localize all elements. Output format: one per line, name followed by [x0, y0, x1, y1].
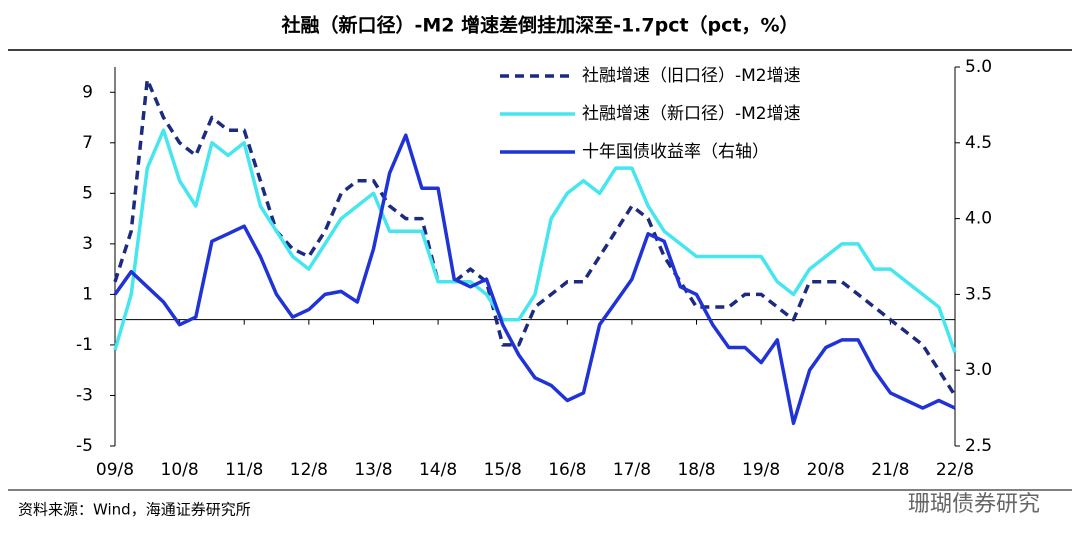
series-line	[113, 77, 957, 397]
y-tick-label: -3	[76, 385, 93, 405]
x-tick-label: 17/8	[613, 460, 651, 480]
y2-tick-label: 5.0	[965, 57, 992, 77]
x-tick-label: 21/8	[871, 460, 909, 480]
x-tick-label: 20/8	[807, 460, 845, 480]
y-tick-label: 5	[82, 183, 93, 203]
x-tick-label: 09/8	[96, 460, 134, 480]
series-line	[113, 128, 957, 354]
y2-tick-label: 2.5	[965, 436, 992, 456]
series-line	[113, 133, 956, 426]
x-tick-label: 13/8	[354, 460, 392, 480]
y-tick-label: 1	[82, 284, 93, 304]
source: 资料来源：Wind，海通证券研究所	[18, 501, 251, 519]
x-tick-label: 22/8	[936, 460, 974, 480]
x-tick-label: 18/8	[677, 460, 715, 480]
y2-tick-label: 3.0	[965, 360, 992, 380]
legend-label: 社融增速（旧口径）-M2增速	[582, 66, 801, 86]
y-tick-label: -1	[76, 335, 93, 355]
y-tick-label: -5	[76, 436, 93, 456]
y-tick-label: 7	[82, 133, 93, 153]
x-tick-label: 10/8	[161, 460, 199, 480]
watermark: 珊瑚债券研究	[908, 492, 1040, 517]
legend-label: 十年国债收益率（右轴）	[582, 142, 769, 162]
x-tick-label: 14/8	[419, 460, 457, 480]
y2-tick-label: 4.5	[965, 133, 992, 153]
x-tick-label: 11/8	[225, 460, 263, 480]
x-tick-label: 19/8	[742, 460, 780, 480]
legend-label: 社融增速（新口径）-M2增速	[582, 104, 801, 124]
y-tick-label: 3	[82, 234, 93, 254]
x-tick-label: 12/8	[290, 460, 328, 480]
x-tick-label: 16/8	[548, 460, 586, 480]
y-tick-label: 9	[82, 82, 93, 102]
chart-title: 社融（新口径）-M2 增速差倒挂加深至-1.7pct（pct，%）	[280, 14, 798, 37]
y2-tick-label: 4.0	[965, 209, 992, 229]
y2-tick-label: 3.5	[965, 284, 992, 304]
x-tick-label: 15/8	[484, 460, 522, 480]
